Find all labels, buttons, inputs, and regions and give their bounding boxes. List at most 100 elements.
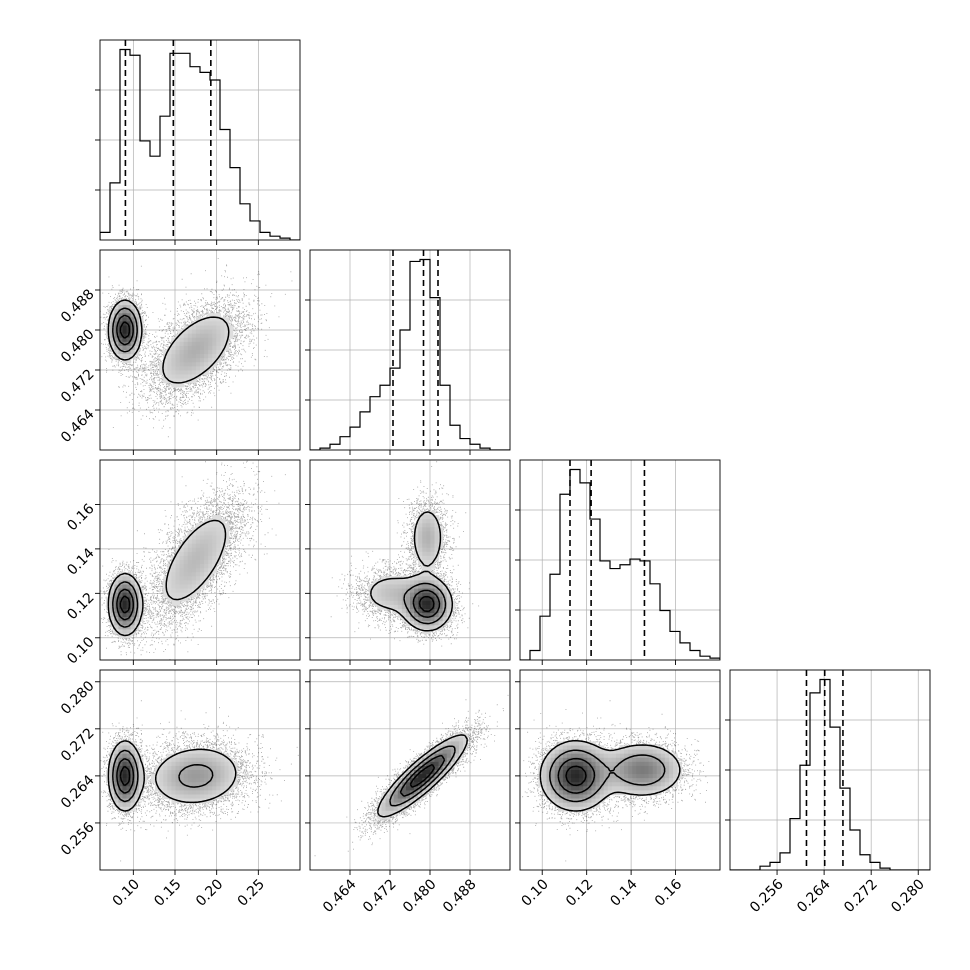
density-cell bbox=[228, 761, 234, 767]
density-cell bbox=[114, 305, 119, 310]
contour-line bbox=[557, 757, 596, 794]
density-cell bbox=[134, 753, 140, 759]
density-cell bbox=[542, 765, 548, 771]
density-cell bbox=[418, 523, 423, 528]
density-cell bbox=[200, 757, 205, 763]
density-cell bbox=[620, 757, 625, 763]
density-cell bbox=[126, 358, 132, 363]
density-cell bbox=[434, 515, 440, 520]
density-cell bbox=[438, 761, 444, 767]
density-cell bbox=[224, 345, 230, 351]
density-cell bbox=[397, 604, 403, 610]
density-cell bbox=[183, 757, 189, 763]
density-cell bbox=[204, 535, 209, 541]
density-cell bbox=[644, 757, 650, 763]
density-cell bbox=[430, 511, 436, 516]
density-cell bbox=[558, 798, 564, 804]
density-cell bbox=[171, 366, 177, 372]
density-cell bbox=[591, 794, 597, 800]
density-cell bbox=[187, 794, 193, 800]
density-cell bbox=[418, 608, 423, 614]
density-cell bbox=[122, 317, 128, 323]
density-cell bbox=[228, 782, 234, 787]
density-cell bbox=[195, 753, 201, 759]
density-cell bbox=[587, 798, 593, 804]
histogram-step-line bbox=[310, 258, 510, 450]
density-cell bbox=[454, 741, 460, 747]
density-cell bbox=[397, 588, 403, 594]
density-cell bbox=[200, 354, 205, 359]
density-cell bbox=[191, 531, 197, 537]
density-cell bbox=[446, 757, 452, 763]
density-cell bbox=[575, 778, 580, 783]
density-cell bbox=[414, 778, 419, 783]
density-cell bbox=[385, 810, 391, 816]
density-cell bbox=[126, 309, 132, 314]
density-cell bbox=[216, 790, 222, 796]
density-cell bbox=[191, 568, 197, 573]
density-cell bbox=[183, 341, 189, 347]
density-cell bbox=[118, 629, 124, 635]
density-cell bbox=[126, 633, 132, 639]
panel-frame bbox=[99, 459, 301, 661]
density-cell bbox=[426, 515, 432, 520]
density-cell bbox=[134, 794, 140, 800]
density-cell bbox=[204, 761, 209, 767]
density-cell bbox=[191, 778, 197, 783]
density-cell bbox=[640, 778, 646, 783]
density-cell bbox=[171, 564, 177, 569]
density-cell bbox=[175, 794, 181, 800]
density-cell bbox=[615, 749, 621, 755]
scatter-content bbox=[100, 258, 293, 438]
density-cell bbox=[422, 560, 427, 565]
density-cell bbox=[414, 539, 419, 545]
density-cell bbox=[603, 782, 609, 787]
density-cell bbox=[122, 301, 128, 306]
density-cell bbox=[377, 596, 383, 602]
density-cell bbox=[195, 531, 201, 537]
density-cell bbox=[389, 596, 395, 602]
density-cell bbox=[446, 745, 452, 751]
density-cell bbox=[542, 786, 548, 792]
density-cell bbox=[430, 757, 436, 763]
density-cell bbox=[183, 798, 189, 804]
density-cell bbox=[418, 584, 423, 590]
density-cell bbox=[463, 741, 468, 747]
density-cell bbox=[212, 774, 217, 779]
density-cell bbox=[167, 790, 173, 796]
density-cell bbox=[212, 345, 217, 351]
density-cell bbox=[385, 596, 391, 602]
density-cell bbox=[414, 786, 419, 792]
density-cell bbox=[410, 770, 415, 775]
density-cell bbox=[454, 749, 460, 755]
density-cell bbox=[228, 770, 234, 775]
density-cell bbox=[454, 753, 460, 759]
density-cell bbox=[220, 337, 226, 343]
density-cell bbox=[430, 584, 436, 590]
scatter-panel-2-3 bbox=[305, 459, 511, 665]
density-cell bbox=[397, 806, 403, 812]
density-cell bbox=[110, 765, 115, 771]
density-cell bbox=[191, 798, 197, 804]
density-cell bbox=[644, 786, 650, 792]
density-cell bbox=[220, 329, 226, 335]
density-cell bbox=[414, 761, 419, 767]
density-cell bbox=[414, 531, 419, 537]
density-cell bbox=[397, 786, 403, 792]
density-cell bbox=[583, 778, 588, 783]
density-cell bbox=[620, 782, 625, 787]
density-cell bbox=[204, 358, 209, 363]
density-cell bbox=[187, 778, 193, 783]
density-cell bbox=[418, 547, 423, 553]
density-cell bbox=[204, 350, 209, 355]
density-cell bbox=[118, 786, 124, 792]
density-cell bbox=[122, 309, 128, 314]
density-cell bbox=[163, 592, 168, 598]
density-cell bbox=[216, 337, 222, 343]
density-cell bbox=[130, 625, 136, 630]
density-cell bbox=[393, 592, 399, 598]
density-cell bbox=[134, 786, 140, 792]
density-cell bbox=[126, 625, 132, 630]
density-cell bbox=[175, 370, 181, 376]
density-cell bbox=[410, 604, 415, 610]
